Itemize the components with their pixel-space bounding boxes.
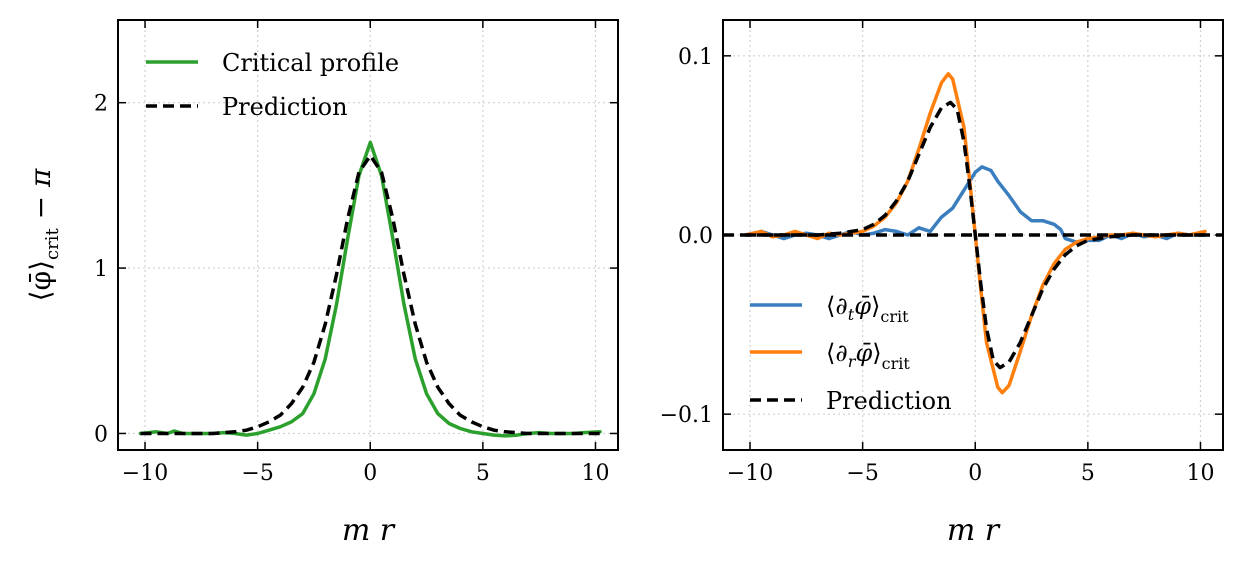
left-axes-frame	[117, 19, 619, 451]
x-tick-label: 5	[476, 461, 490, 486]
legend-label-critical-profile: Critical profile	[222, 49, 399, 77]
x-tick-label: 0	[363, 461, 377, 486]
x-tick-label: −10	[727, 461, 773, 486]
right-panel: −10 −5 0 5 10 −0.1 0.0 0.1 m r ⟨∂tφ̄⟩crit ⟨∂rφ̄…	[660, 19, 1224, 548]
x-tick-label: 10	[1186, 461, 1214, 486]
x-tick-label: 5	[1081, 461, 1095, 486]
x-tick-label: −10	[122, 461, 168, 486]
right-legend: ⟨∂tφ̄⟩crit ⟨∂rφ̄⟩crit Prediction	[750, 292, 952, 415]
y-tick-label: 1	[94, 257, 108, 282]
legend-label-prediction: Prediction	[222, 93, 348, 121]
left-ticks: −10 −5 0 5 10 0 1 2	[94, 20, 618, 486]
right-ticks: −10 −5 0 5 10 −0.1 0.0 0.1	[660, 20, 1223, 486]
y-tick-label: 2	[94, 92, 108, 117]
y-tick-label: 0.1	[678, 45, 713, 70]
right-x-axis-label: m r	[947, 513, 1001, 548]
left-y-axis-label: ⟨φ̄⟩crit − π	[24, 168, 63, 301]
x-tick-label: 0	[968, 461, 982, 486]
left-x-axis-label: m r	[342, 513, 396, 548]
x-tick-label: −5	[846, 461, 878, 486]
series-line--t-crit	[743, 165, 1207, 244]
left-legend: Critical profile Prediction	[146, 49, 399, 121]
legend-label-dt-phi: ⟨∂tφ̄⟩crit	[826, 292, 909, 326]
series-line-prediction	[140, 153, 600, 436]
svg-text:⟨φ̄⟩crit − π: ⟨φ̄⟩crit − π	[24, 168, 63, 301]
y-tick-label: 0	[94, 422, 108, 447]
y-tick-label: −0.1	[660, 403, 713, 428]
left-panel: −10 −5 0 5 10 0 1 2 m r ⟨φ̄⟩crit − π Critical p…	[24, 19, 619, 548]
legend-label-dr-phi: ⟨∂rφ̄⟩crit	[826, 339, 910, 373]
legend-label-prediction-right: Prediction	[826, 387, 952, 415]
y-tick-label: 0.0	[678, 224, 713, 249]
left-series	[138, 140, 602, 438]
series-line-prediction	[745, 100, 1205, 370]
right-series	[723, 72, 1223, 395]
x-tick-label: −5	[241, 461, 273, 486]
left-grid	[118, 20, 618, 450]
x-tick-label: 10	[581, 461, 609, 486]
